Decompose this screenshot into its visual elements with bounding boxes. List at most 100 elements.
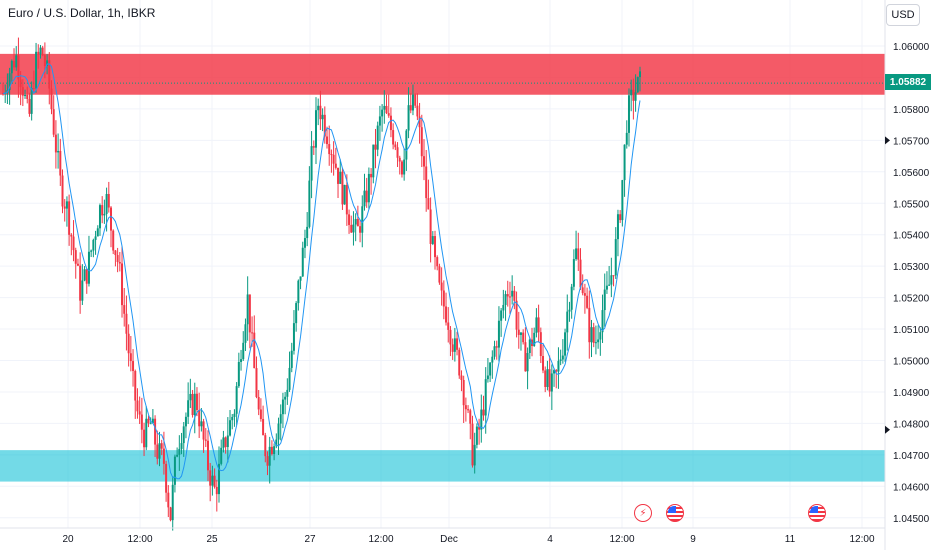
candle-body <box>495 346 498 348</box>
chart-title: Euro / U.S. Dollar, 1h, IBKR <box>8 6 156 20</box>
candle-body <box>140 414 143 430</box>
candle-body <box>246 294 249 325</box>
candle-body <box>339 171 342 184</box>
candle-body <box>436 257 439 267</box>
candle-body <box>464 405 467 410</box>
price-tick-label: 1.05300 <box>893 262 930 273</box>
candle-body <box>92 239 95 251</box>
candle-body <box>434 236 437 258</box>
price-tick-label: 1.05400 <box>893 231 930 242</box>
candle-body <box>65 201 68 209</box>
candle-body <box>303 238 306 248</box>
candle-body <box>445 306 448 323</box>
time-tick-label: 4 <box>547 534 553 545</box>
candle-body <box>524 342 527 372</box>
candle-body <box>85 269 88 284</box>
time-tick-label: 12:00 <box>127 534 152 545</box>
candle-body <box>297 280 300 304</box>
candle-body <box>21 87 24 96</box>
current-price-label: 1.05882 <box>885 74 931 90</box>
price-tick-label: 1.04700 <box>893 451 930 462</box>
candle-body <box>486 375 489 380</box>
candle-body <box>98 205 101 229</box>
candle-body <box>17 55 20 80</box>
candle-body <box>50 88 53 110</box>
lightning-icon[interactable]: ⚡ <box>634 504 652 522</box>
candle-body <box>491 356 494 363</box>
candle-body <box>257 396 260 410</box>
candle-body <box>511 290 514 297</box>
candle-body <box>438 266 441 283</box>
candle-body <box>136 400 139 412</box>
candle-body <box>354 218 357 225</box>
candle-body <box>453 338 456 352</box>
candle-body <box>189 393 192 401</box>
candle-body <box>63 206 66 209</box>
price-tick-label: 1.04500 <box>893 514 930 525</box>
candle-body <box>473 444 476 466</box>
candle-body <box>76 263 79 266</box>
candle-body <box>240 359 243 362</box>
candle-body <box>561 355 564 360</box>
candle-body <box>508 296 511 298</box>
candle-body <box>614 239 617 276</box>
candle-body <box>407 105 410 131</box>
candle-body <box>398 157 401 162</box>
candle-body <box>504 294 507 305</box>
candle-body <box>218 463 221 495</box>
candle-body <box>321 114 324 120</box>
price-tick-label: 1.05200 <box>893 294 930 305</box>
candle-body <box>132 361 135 371</box>
price-marker-icon <box>885 425 890 434</box>
candle-body <box>579 259 582 288</box>
candle-body <box>275 439 278 447</box>
candle-body <box>165 463 168 493</box>
candle-body <box>522 332 525 343</box>
candle-body <box>160 443 163 449</box>
candle-body <box>79 265 82 301</box>
us-flag-icon[interactable] <box>808 504 826 522</box>
candle-body <box>68 201 71 235</box>
candle-body <box>616 214 619 240</box>
candle-body <box>630 89 633 96</box>
candle-body <box>535 317 538 333</box>
candle-body <box>608 284 611 286</box>
us-flag-icon[interactable] <box>666 504 684 522</box>
time-tick-label: 12:00 <box>849 534 874 545</box>
candle-body <box>173 456 176 485</box>
candle-body <box>372 144 375 178</box>
candle-body <box>458 349 461 376</box>
candle-body <box>370 173 373 178</box>
currency-button[interactable]: USD <box>886 4 920 26</box>
candle-body <box>288 367 291 390</box>
candle-body <box>251 332 254 334</box>
candle-body <box>81 280 84 301</box>
candle-body <box>169 507 172 521</box>
candle-body <box>564 332 567 356</box>
candle-body <box>176 454 179 457</box>
candle-body <box>427 198 430 210</box>
candle-body <box>383 105 386 110</box>
moving-average-line <box>2 63 641 480</box>
candle-body <box>605 285 608 290</box>
candle-body <box>330 154 333 156</box>
price-tick-label: 1.05000 <box>893 357 930 368</box>
candle-body <box>10 60 13 74</box>
candle-body <box>449 329 452 345</box>
candle-body <box>572 259 575 287</box>
candle-body <box>546 369 549 387</box>
candle-body <box>253 332 256 369</box>
candle-body <box>519 332 522 335</box>
candle-body <box>72 236 75 251</box>
time-tick-label: 20 <box>62 534 74 545</box>
candle-body <box>198 410 201 427</box>
candle-body <box>326 136 329 145</box>
candle-body <box>284 396 287 400</box>
candle-body <box>162 448 165 464</box>
candle-body <box>94 236 97 240</box>
candle-body <box>39 47 42 55</box>
candle-body <box>403 159 406 175</box>
candle-body <box>222 437 225 448</box>
candle-body <box>550 373 553 392</box>
